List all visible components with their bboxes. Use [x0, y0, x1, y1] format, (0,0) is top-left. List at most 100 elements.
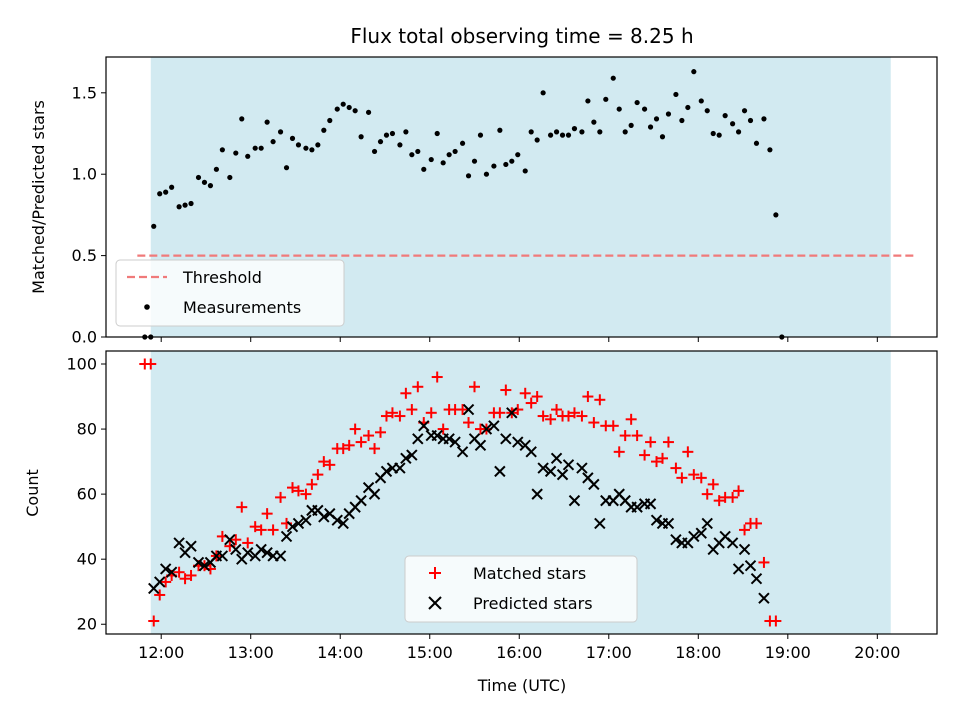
top-y-axis-label: Matched/Predicted stars	[29, 100, 48, 294]
matched-star-point	[500, 384, 512, 396]
matched-star-point	[758, 556, 770, 568]
bottom-data-marks	[139, 358, 782, 627]
measurement-point	[365, 109, 372, 115]
predicted-star-point	[286, 520, 299, 533]
measurement-point	[459, 140, 466, 146]
predicted-star-point	[449, 436, 461, 448]
predicted-star-point	[758, 592, 770, 604]
measurement-point	[245, 153, 251, 159]
matched-star-point	[306, 478, 318, 490]
predicted-star-point	[355, 494, 367, 507]
matched-star-point	[380, 410, 392, 422]
predicted-star-point	[380, 465, 393, 478]
matched-star-point	[318, 456, 330, 468]
top-legend: Threshold Measurements	[115, 259, 345, 327]
predicted-star-point	[230, 543, 242, 556]
matched-star-point	[770, 615, 782, 627]
top-legend-box	[115, 259, 345, 327]
matched-star-point	[394, 410, 406, 422]
measurement-point	[182, 202, 188, 208]
x-tick-label: 18:00	[675, 643, 721, 662]
measurement-point	[579, 129, 585, 135]
predicted-star-point	[726, 537, 739, 549]
predicted-star-point	[412, 433, 424, 445]
measurement-point	[446, 152, 452, 158]
measurement-point	[641, 106, 648, 112]
matched-star-point	[519, 387, 531, 399]
predicted-star-point	[198, 559, 211, 572]
predicted-star-point	[544, 465, 557, 478]
matched-star-point	[312, 469, 324, 481]
measurement-point	[553, 129, 560, 135]
matched-star-point	[375, 426, 387, 438]
predicted-star-point	[274, 550, 287, 562]
measurement-point	[258, 145, 264, 151]
measurement-point	[679, 117, 685, 124]
matched-star-point	[242, 537, 254, 549]
predicted-star-point	[292, 517, 305, 530]
measurement-point	[653, 116, 660, 122]
predicted-star-point	[318, 511, 330, 523]
measurement-point	[585, 98, 591, 104]
predicted-star-point	[474, 439, 487, 452]
matched-star-point	[639, 449, 651, 461]
measurement-point	[722, 113, 728, 119]
measurement-point	[233, 150, 239, 156]
measurement-point	[704, 108, 710, 114]
predicted-star-point	[394, 462, 406, 474]
predicted-star-point	[512, 436, 524, 448]
matched-star-point	[525, 397, 537, 409]
measurement-point	[452, 148, 458, 155]
predicted-star-point	[701, 517, 713, 530]
matched-star-point	[400, 387, 412, 399]
matched-star-point	[713, 495, 725, 507]
predicted-star-point	[280, 530, 293, 543]
matched-star-point	[337, 443, 349, 455]
measurement-point	[767, 147, 773, 153]
legend-matched-swatch	[429, 567, 441, 579]
measurement-point	[673, 91, 679, 98]
predicted-star-point	[400, 452, 412, 465]
measurement-point	[565, 132, 572, 138]
measurement-point	[610, 75, 616, 81]
matched-star-point	[173, 566, 185, 578]
predicted-star-point	[255, 543, 267, 556]
matched-star-point	[469, 381, 481, 393]
measurement-point	[698, 98, 704, 104]
predicted-star-point	[300, 514, 312, 526]
measurement-point	[503, 161, 509, 168]
bottom-y-tick-label: 40	[77, 550, 97, 569]
predicted-star-point	[506, 407, 518, 419]
x-tick-label: 15:00	[407, 643, 453, 662]
measurement-point	[659, 134, 666, 140]
predicted-star-point	[488, 420, 500, 432]
matched-star-point	[425, 407, 437, 419]
measurement-point	[371, 148, 378, 155]
measurement-point	[597, 129, 603, 135]
predicted-star-point	[662, 517, 675, 530]
predicted-star-point	[331, 514, 343, 526]
matched-star-point	[676, 472, 688, 484]
matched-star-point	[412, 381, 424, 393]
matched-star-point	[562, 410, 574, 422]
measurement-point	[409, 152, 415, 158]
measurement-point	[239, 116, 245, 122]
measurement-point	[383, 132, 390, 138]
measurement-point	[434, 130, 440, 137]
matched-star-point	[494, 407, 506, 419]
matched-star-point	[619, 430, 631, 442]
x-tick-label: 12:00	[138, 643, 184, 662]
measurement-point	[540, 90, 546, 96]
matched-star-point	[292, 485, 304, 497]
predicted-star-point	[738, 543, 751, 556]
bottom-y-tick-label: 100	[66, 355, 97, 374]
matched-star-point	[355, 436, 367, 448]
measurement-point	[334, 106, 340, 112]
measurement-point	[773, 212, 779, 218]
x-tick-label: 14:00	[317, 643, 363, 662]
matched-star-point	[185, 569, 197, 581]
predicted-star-point	[337, 517, 349, 530]
measurement-point	[321, 127, 327, 133]
matched-star-point	[255, 524, 267, 536]
predicted-star-point	[650, 514, 663, 526]
